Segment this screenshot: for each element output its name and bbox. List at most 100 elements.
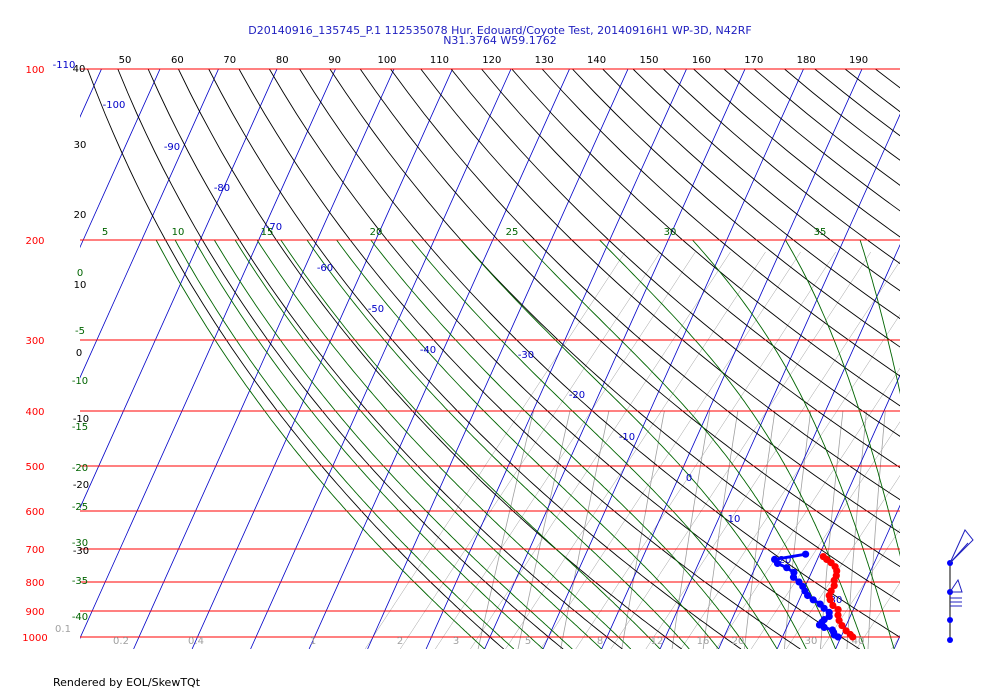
moist-adiabat-label: -20	[72, 463, 88, 474]
dry-adiabat-label: -10	[73, 414, 89, 425]
mixing-ratio-line	[435, 251, 696, 649]
isotherm-line	[953, 56, 1000, 649]
isotherm-line	[718, 243, 900, 649]
dry-adiabat-line	[238, 69, 801, 649]
top-temperature-tick-label: 110	[430, 55, 449, 66]
temperature-trace-point	[834, 611, 842, 619]
dry-adiabat-line	[329, 69, 900, 602]
dewpoint-trace-point	[771, 555, 779, 564]
mixing-ratio-line	[702, 410, 739, 649]
mixing-ratio-line	[786, 475, 900, 649]
moist-adiabat-line	[155, 239, 485, 649]
mixing-ratio-label: 2	[397, 636, 403, 647]
dry-adiabat-line	[420, 69, 900, 501]
dry-adiabat-label: 0	[76, 348, 82, 359]
isotherm-line	[308, 69, 570, 649]
dry-adiabat-line	[511, 69, 900, 407]
pressure-tick-label: 1000	[22, 633, 47, 644]
moist-adiabat-line	[306, 239, 690, 649]
dry-adiabat-label: -20	[73, 480, 89, 491]
dry-adiabat-line	[814, 69, 900, 137]
moist-adiabat-label: -10	[72, 376, 88, 387]
moist-adiabat-label: -5	[75, 326, 85, 337]
pressure-tick-label: 700	[25, 545, 44, 556]
temperature-trace	[819, 553, 857, 641]
dry-adiabat-line	[693, 69, 900, 238]
isotherm-label: -90	[164, 142, 180, 153]
isotherm-line	[893, 634, 900, 649]
dry-adiabat-label: 40	[73, 64, 86, 75]
pressure-tick-label: 100	[25, 65, 44, 76]
pressure-tick-label: 400	[25, 407, 44, 418]
dry-adiabat-line	[359, 69, 900, 568]
dewpoint-trace-point	[825, 608, 833, 617]
dry-adiabat-label: 10	[74, 280, 87, 291]
mixing-ratio-label: 1	[310, 636, 316, 647]
top-temperature-tick-label: 60	[171, 55, 184, 66]
mixing-ratio-label: 0.4	[188, 636, 204, 647]
isotherm-label: -30	[518, 350, 534, 361]
mixing-ratio-line	[470, 251, 731, 649]
mixing-ratio-line	[867, 410, 886, 649]
mixing-ratio-label: 16	[697, 636, 710, 647]
dry-adiabat-label: 20	[74, 210, 87, 221]
moist-adiabat-line	[521, 239, 837, 649]
isotherm-line	[484, 69, 746, 649]
pressure-tick-label: 500	[25, 462, 44, 473]
mixing-ratio-line	[505, 251, 766, 649]
top-temperature-tick-label: 100	[377, 55, 396, 66]
isotherm-label: -20	[569, 390, 585, 401]
dry-adiabat-line	[481, 69, 900, 437]
moist-adiabat-label: 30	[664, 227, 677, 238]
wind-barb-point	[947, 617, 953, 623]
mixing-ratio-line	[856, 582, 900, 649]
temperature-trace-point	[830, 582, 838, 590]
isotherm-line	[542, 69, 804, 649]
mixing-ratio-label: 12	[651, 636, 664, 647]
pressure-tick-label: 800	[25, 578, 44, 589]
temperature-trace-point	[827, 587, 835, 595]
dewpoint-trace-point	[790, 568, 798, 577]
top-temperature-tick-label: 120	[482, 55, 501, 66]
isotherm-label: 30	[830, 595, 843, 606]
dry-adiabat-label: -30	[73, 546, 89, 557]
top-temperature-tick-label: 190	[849, 55, 868, 66]
dewpoint-trace-point	[802, 550, 810, 558]
isotherm-line	[0, 56, 49, 649]
isotherm-label: -100	[103, 100, 126, 111]
mixing-ratio-label: 0.2	[113, 636, 129, 647]
temperature-trace-point	[842, 627, 850, 635]
isotherm-line	[776, 374, 900, 649]
isotherm-line	[250, 69, 512, 649]
moist-adiabat-label: -25	[72, 502, 88, 513]
moist-adiabat-line	[213, 239, 573, 649]
moist-adiabat-line	[336, 239, 719, 649]
isotherm-label: -80	[214, 183, 230, 194]
moist-adiabat-line	[599, 239, 866, 649]
mixing-ratio-line	[621, 410, 665, 649]
moist-adiabat-label: -15	[72, 422, 88, 433]
moist-adiabat-label: 20	[370, 227, 383, 238]
dewpoint-trace-point	[828, 626, 837, 634]
moist-adiabat-line	[194, 239, 544, 649]
mixing-ratio-line	[517, 410, 571, 649]
isotherm-line	[80, 69, 219, 379]
top-temperature-tick-label: 140	[587, 55, 606, 66]
mixing-ratio-label: 0.1	[55, 624, 71, 635]
dry-adiabat-line	[117, 69, 564, 649]
isotherm-label: 0	[686, 473, 692, 484]
mixing-ratio-line	[364, 251, 626, 649]
mixing-ratio-line	[680, 314, 900, 649]
mixing-ratio-line	[821, 528, 900, 649]
isotherm-line	[367, 69, 629, 649]
moist-adiabat-line	[256, 239, 632, 649]
mixing-ratio-line	[891, 635, 900, 649]
wind-barb-flag	[949, 529, 974, 564]
moist-adiabat-line	[234, 239, 602, 649]
top-temperature-tick-label: 130	[535, 55, 554, 66]
mixing-ratio-line	[936, 411, 946, 649]
isotherm-line	[601, 69, 863, 649]
mixing-ratio-line	[907, 411, 920, 649]
dry-adiabat-line	[723, 69, 900, 212]
chart-title: D20140916_135745_P.1 112535078 Hur. Edou…	[248, 24, 752, 37]
